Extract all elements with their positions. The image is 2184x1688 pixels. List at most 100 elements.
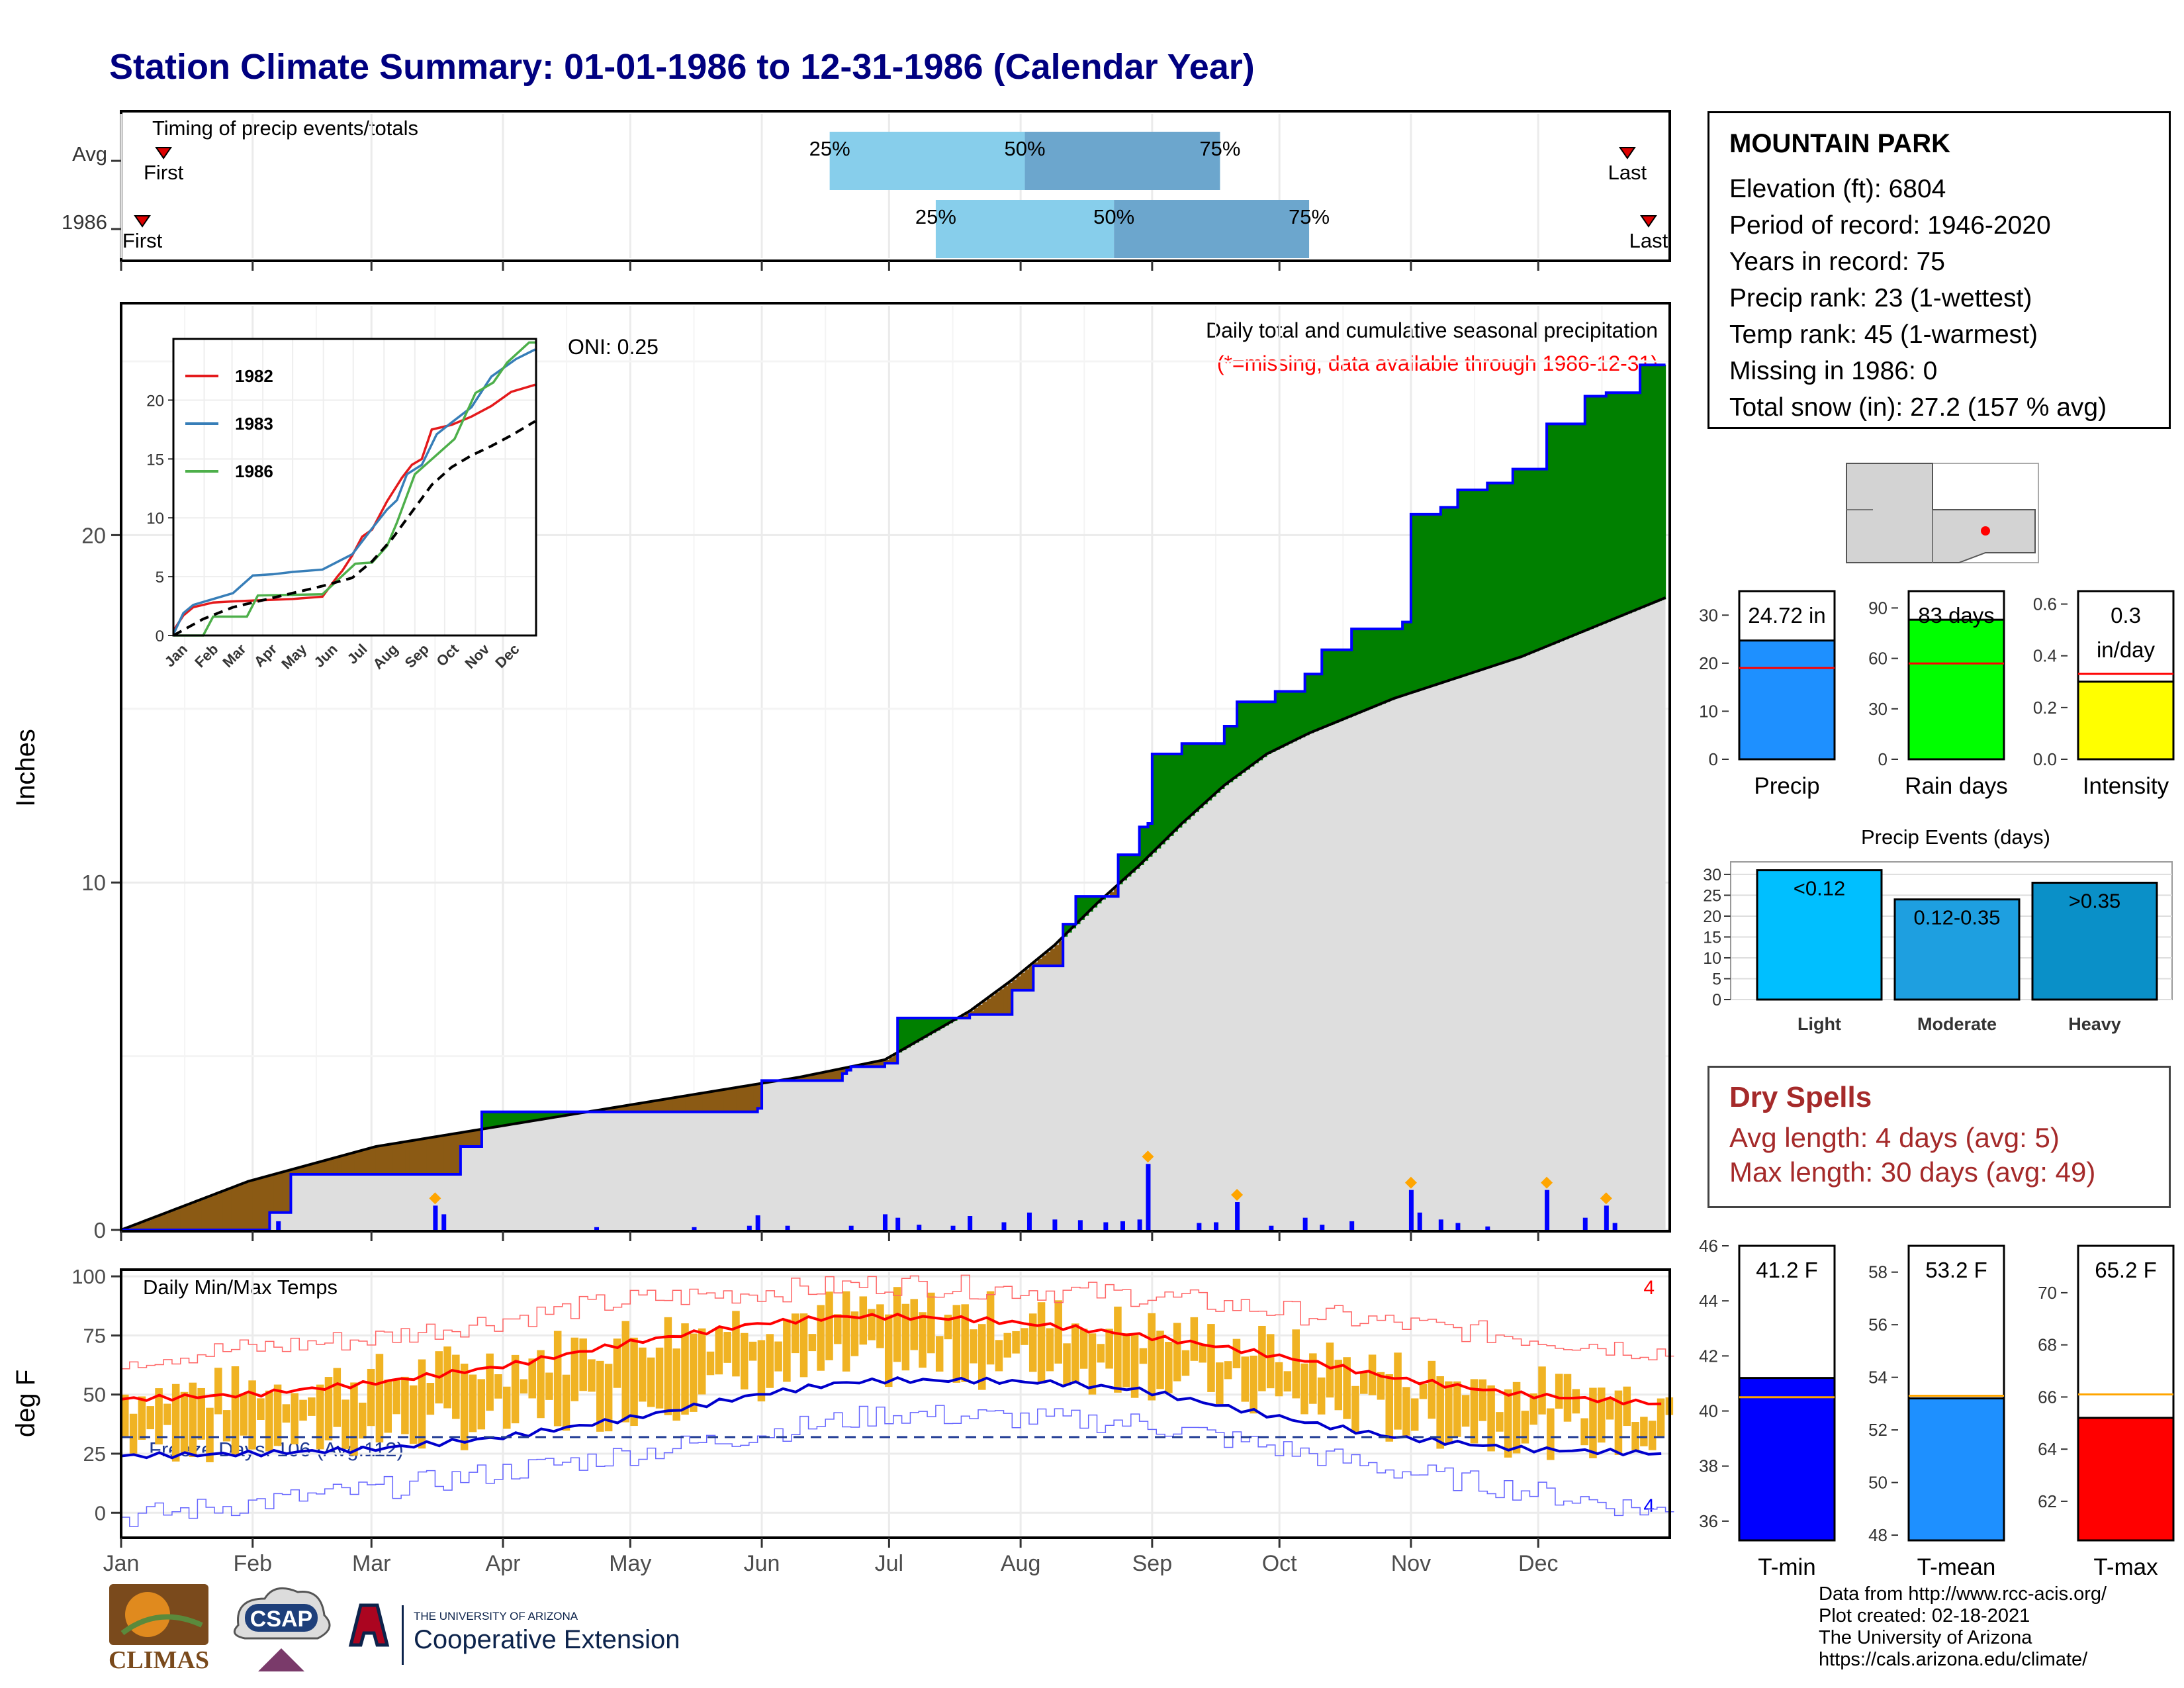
main-ylabel: Inches [11, 729, 40, 807]
deficit-fill [719, 1090, 724, 1112]
daily-temp-bar [588, 1359, 596, 1392]
surplus-fill [1347, 649, 1352, 718]
daily-temp-bar [469, 1374, 477, 1432]
timing-row-avg-label: Avg [72, 142, 107, 165]
surplus-fill [541, 1111, 546, 1120]
precip-mini-ytick-label: 10 [1699, 701, 1718, 721]
quartile-label: 50% [1005, 137, 1046, 160]
deficit-fill [1003, 986, 1009, 1015]
daily-temp-bar [1589, 1387, 1597, 1458]
daily-temp-bar [324, 1377, 333, 1440]
deficit-fill [146, 1220, 152, 1230]
surplus-fill [1186, 743, 1191, 820]
deficit-fill [812, 1074, 817, 1081]
daily-temp-bar [1572, 1389, 1580, 1414]
climas-logo: CLIMAS [109, 1584, 209, 1674]
surplus-fill [935, 1017, 940, 1031]
daily-precip-bar [1545, 1190, 1550, 1230]
daily-precip-bar [276, 1221, 281, 1230]
daily-temp-bar [1487, 1385, 1495, 1452]
daily-temp-bar [1521, 1411, 1529, 1444]
deficit-fill [240, 1184, 245, 1230]
daily-temp-bar [817, 1305, 825, 1371]
csap-badge [245, 1604, 318, 1632]
big-event-marker [1231, 1189, 1244, 1201]
tmean-mini-title: T-mean [1917, 1554, 1996, 1580]
deficit-fill [995, 992, 1000, 1015]
last-label: Last [1608, 161, 1647, 184]
deficit-fill [651, 1101, 657, 1112]
surplus-fill [1177, 754, 1183, 828]
deficit-fill [405, 1141, 410, 1175]
surplus-fill [1482, 490, 1488, 669]
deficit-fill [664, 1099, 669, 1112]
surplus-fill [1084, 896, 1089, 916]
quartile-bar-50-75 [1114, 200, 1310, 258]
quartile-label: 75% [1199, 137, 1240, 160]
inset-ytick-label: 5 [156, 569, 164, 586]
surplus-fill [1627, 393, 1632, 614]
surplus-fill [1631, 393, 1637, 612]
deficit-fill [388, 1144, 393, 1175]
deficit-fill [236, 1186, 241, 1230]
month-label: Jul [875, 1551, 903, 1576]
deficit-fill [431, 1137, 436, 1175]
deficit-fill [167, 1212, 173, 1230]
daily-temp-bar [231, 1366, 240, 1455]
daily-temp-bar [859, 1296, 868, 1345]
deficit-fill [214, 1194, 220, 1230]
surplus-fill [1199, 743, 1204, 808]
daily-temp-bar [418, 1359, 426, 1449]
surplus-fill [507, 1111, 512, 1125]
surplus-fill [490, 1111, 495, 1128]
deficit-fill [265, 1176, 270, 1230]
deficit-fill [341, 1156, 347, 1175]
month-label: Mar [352, 1551, 391, 1576]
intensity-mini-bar [2077, 680, 2175, 761]
deficit-fill [732, 1088, 737, 1112]
surplus-fill [1512, 469, 1518, 660]
daily-temp-bar [163, 1403, 171, 1425]
deficit-fill [316, 1162, 321, 1175]
daily-temp-bar [1079, 1329, 1088, 1369]
deficit-fill [706, 1092, 711, 1112]
surplus-fill [1500, 483, 1505, 664]
deficit-fill [668, 1098, 674, 1112]
daily-precip-bar [747, 1225, 752, 1230]
deficit-fill [685, 1096, 690, 1112]
main-precip-panel: Daily total and cumulative seasonal prec… [11, 302, 1671, 1243]
surplus-fill [1584, 396, 1590, 631]
last-label: Last [1629, 229, 1668, 252]
surplus-fill [1343, 649, 1348, 720]
tmin-mini-ytick-label: 38 [1699, 1456, 1718, 1476]
surplus-fill [1457, 490, 1463, 678]
daily-temp-bar [1640, 1417, 1648, 1446]
quartile-label: 25% [809, 137, 850, 160]
temp-label: Daily Min/Max Temps [143, 1276, 338, 1299]
average-cumulative-line [120, 596, 1666, 1231]
surplus-fill [1190, 743, 1195, 816]
deficit-fill [749, 1085, 754, 1112]
surplus-fill [1326, 649, 1331, 727]
surplus-fill [1250, 702, 1255, 767]
surplus-fill [1657, 365, 1662, 602]
daily-temp-bar [1580, 1418, 1588, 1446]
deficit-fill [672, 1098, 678, 1112]
surplus-fill [1623, 393, 1628, 616]
events-ytick-label: 25 [1703, 886, 1721, 905]
month-label: Dec [1518, 1551, 1558, 1576]
daily-precip-bar [1408, 1190, 1414, 1230]
deficit-fill [163, 1213, 169, 1230]
surplus-fill [516, 1111, 521, 1124]
station-precip-rank: Precip rank: 23 (1-wettest) [1729, 284, 2032, 312]
ua-block-a [348, 1603, 390, 1647]
big-event-marker [1600, 1192, 1612, 1205]
tmax-mini-title: T-max [2093, 1554, 2158, 1580]
deficit-fill [1114, 888, 1119, 897]
inset-legend-label: 1982 [235, 366, 273, 386]
deficit-fill [452, 1134, 457, 1175]
station-period: Period of record: 1946-2020 [1729, 211, 2051, 240]
deficit-fill [639, 1103, 644, 1112]
deficit-fill [1033, 962, 1038, 966]
deficit-fill [741, 1086, 746, 1112]
